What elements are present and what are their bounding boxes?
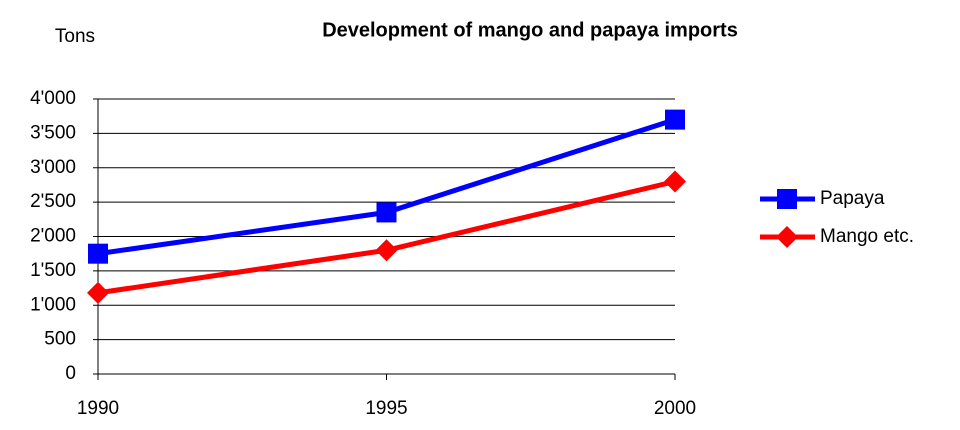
data-point xyxy=(664,170,686,193)
series-line xyxy=(97,179,676,296)
y-tick-label: 4'000 xyxy=(30,88,76,109)
data-point xyxy=(88,243,108,264)
y-tick-label: 3'000 xyxy=(30,157,76,178)
chart-title: Development of mango and papaya imports xyxy=(322,19,738,41)
y-tick-label: 3'500 xyxy=(30,122,76,143)
y-tick-label: 2'500 xyxy=(30,191,76,212)
data-point xyxy=(375,239,398,262)
legend-label: Papaya xyxy=(820,188,885,209)
legend-marker xyxy=(777,189,797,209)
y-tick-label: 1'500 xyxy=(30,260,76,281)
y-tick-label: 2'000 xyxy=(30,226,76,247)
x-tick-label: 2000 xyxy=(654,398,696,419)
y-tick-label: 1'000 xyxy=(30,294,76,315)
legend-marker xyxy=(776,226,798,248)
legend-label: Mango etc. xyxy=(820,226,914,247)
x-tick-label: 1995 xyxy=(365,398,407,419)
data-point xyxy=(376,202,397,223)
data-point xyxy=(665,109,685,130)
data-point xyxy=(87,281,109,304)
x-tick-label: 1990 xyxy=(77,398,119,419)
series-line xyxy=(97,117,676,257)
y-tick-label: 500 xyxy=(44,329,76,350)
y-axis-label: Tons xyxy=(55,26,95,47)
y-tick-label: 0 xyxy=(65,363,76,384)
